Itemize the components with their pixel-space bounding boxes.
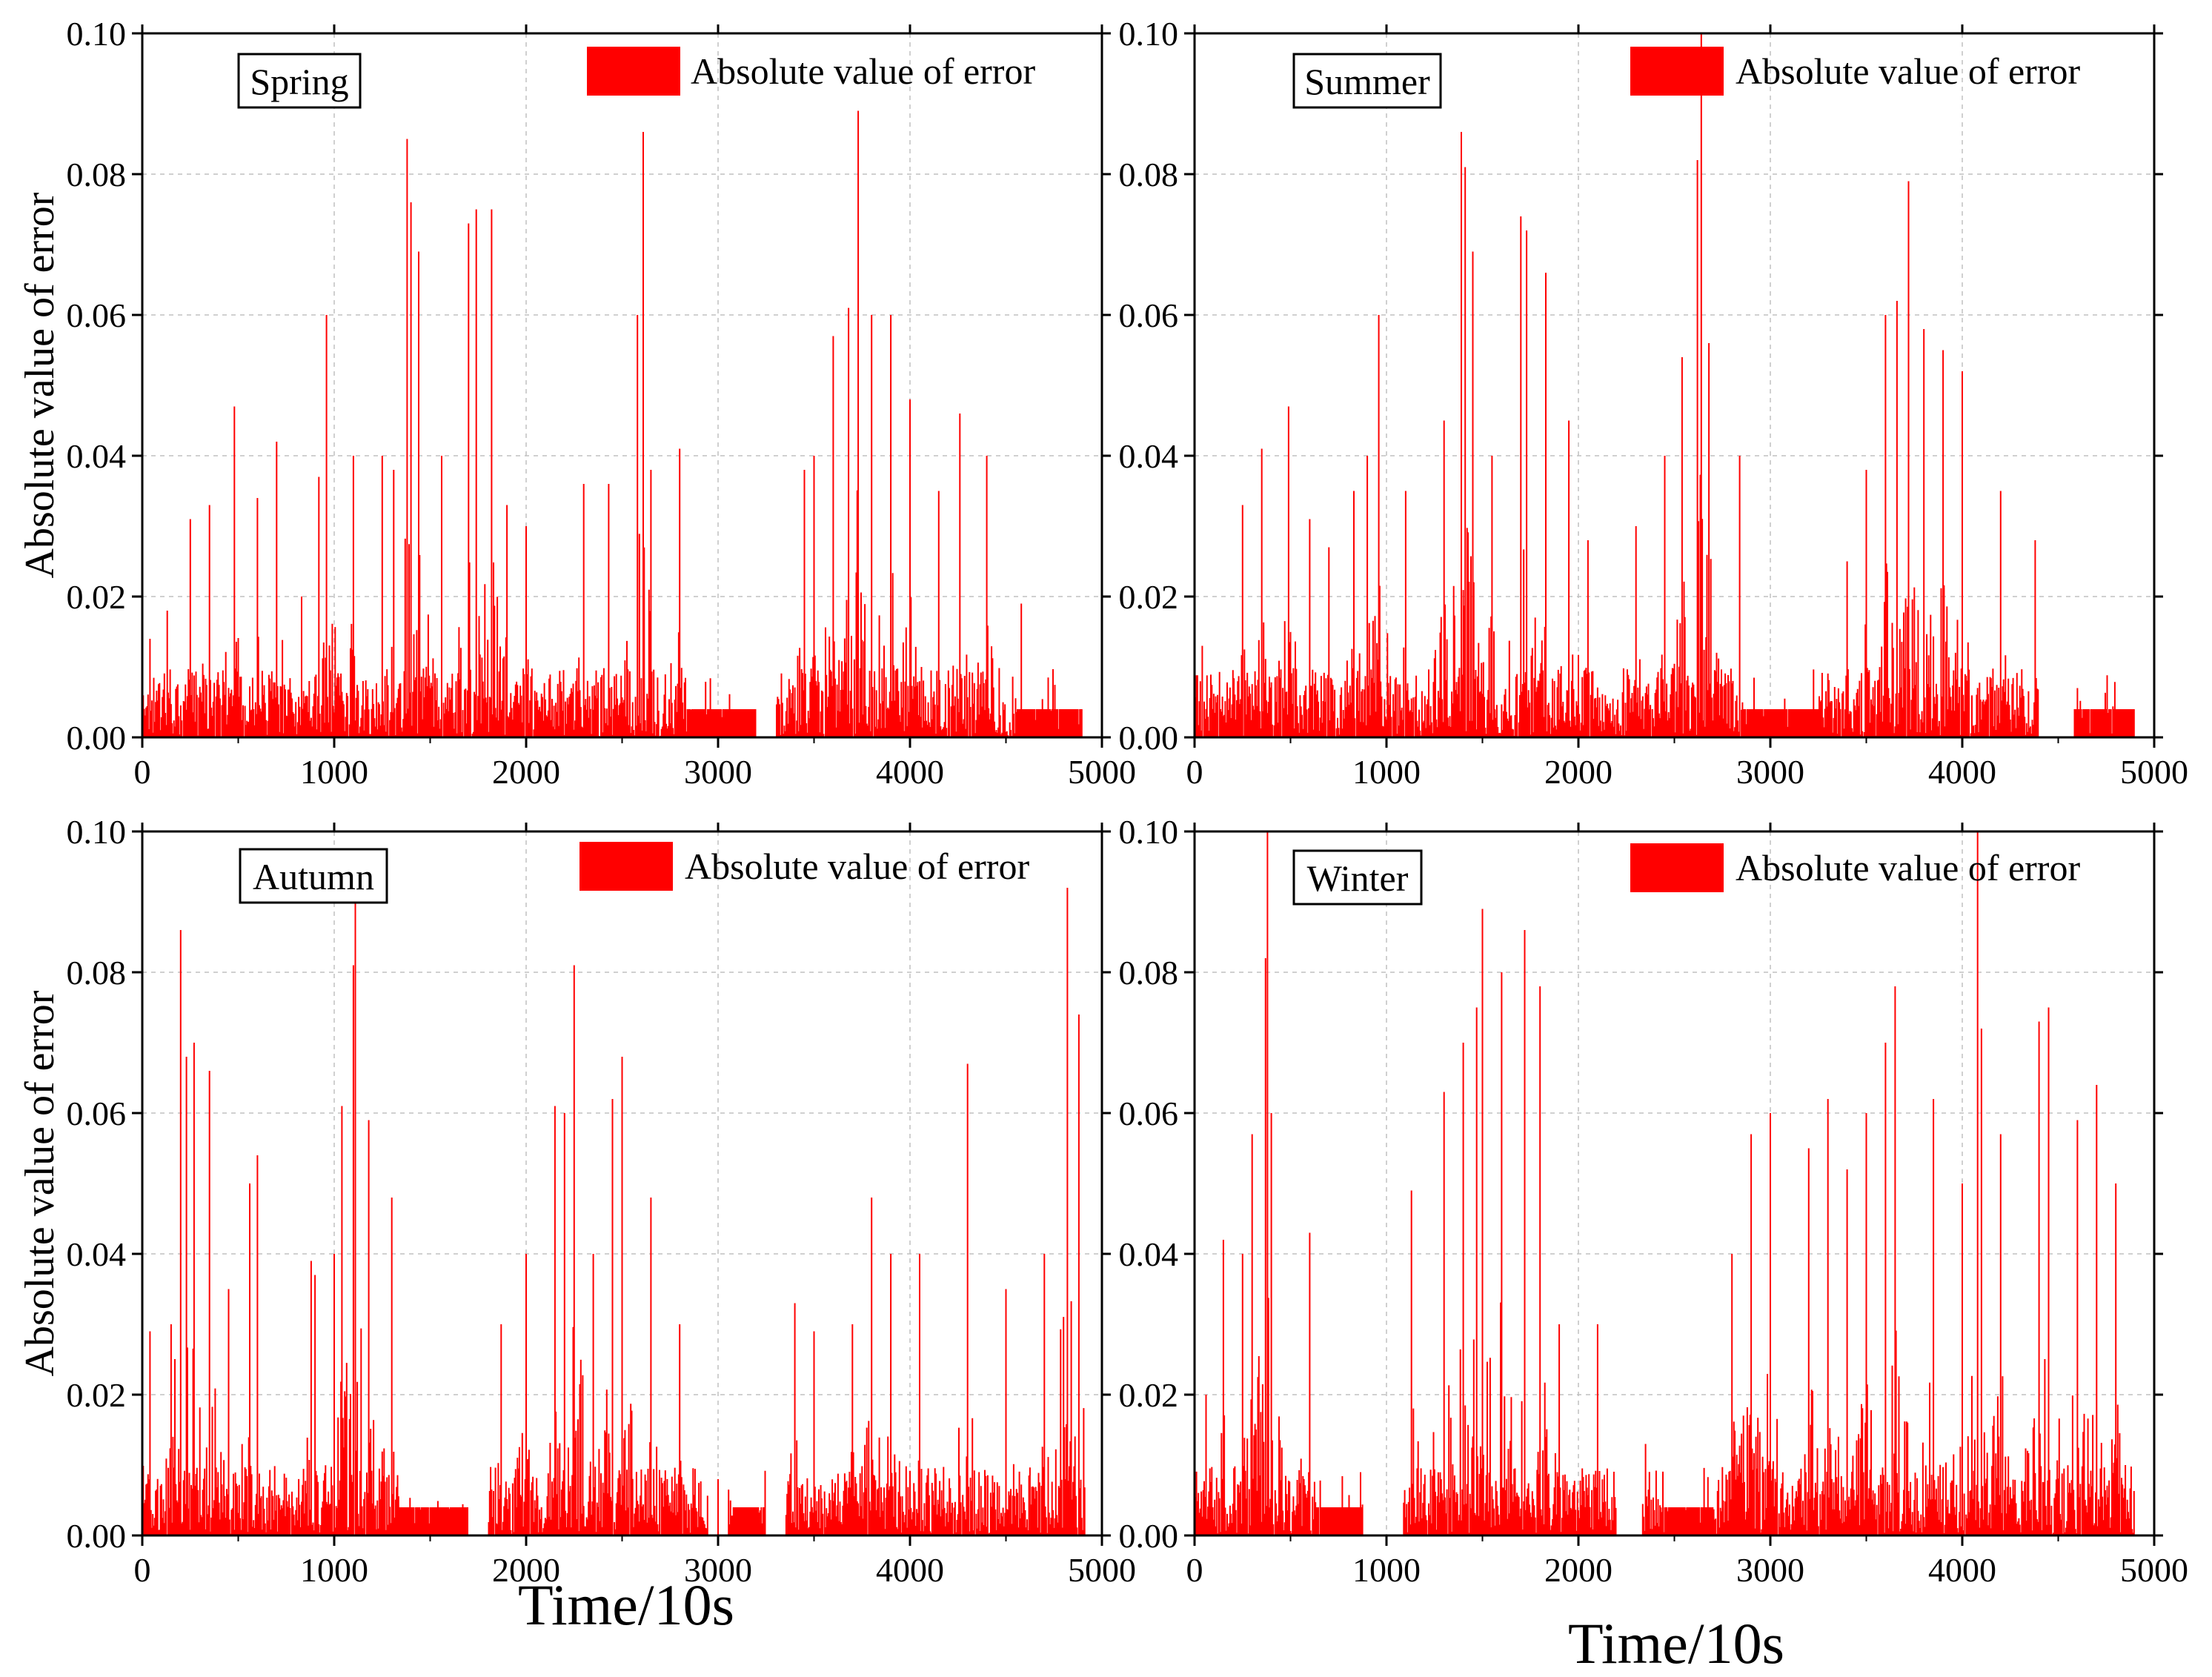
plot-frame bbox=[1193, 830, 2156, 1537]
ticks: 0 1000 2000 3000 4000 5000 0.00 0.02 0.04 0.06 0.0… bbox=[67, 813, 1137, 1589]
x-axis-label-right: Time/10s bbox=[1568, 1611, 1784, 1676]
x-tick-label: 1000 bbox=[1352, 753, 1421, 791]
x-tick-label: 0 bbox=[1186, 1551, 1203, 1589]
y-tick-label: 0.02 bbox=[67, 578, 127, 616]
x-tick-label: 1000 bbox=[300, 1551, 368, 1589]
x-tick-label: 2000 bbox=[1544, 1551, 1612, 1589]
legend-label: Absolute value of error bbox=[691, 50, 1035, 92]
x-axis-label-left: Time/10s bbox=[518, 1573, 734, 1637]
y-tick-label: 0.10 bbox=[1119, 15, 1179, 53]
x-tick-label: 4000 bbox=[1928, 753, 1996, 791]
y-tick-label: 0.08 bbox=[1119, 954, 1179, 992]
x-tick-label: 3000 bbox=[684, 1551, 752, 1589]
legend-label: Absolute value of error bbox=[1736, 847, 2080, 889]
legend: Absolute value of error bbox=[1630, 843, 2080, 892]
grid bbox=[142, 831, 1102, 1535]
bars bbox=[1194, 33, 2135, 737]
error-bars bbox=[1194, 831, 2135, 1535]
x-tick-label: 3000 bbox=[1736, 753, 1804, 791]
x-tick-label: 4000 bbox=[876, 753, 944, 791]
y-axis-label-spring: Absolute value of error bbox=[17, 192, 63, 578]
x-tick-label: 2000 bbox=[492, 753, 560, 791]
season-box: Autumn bbox=[239, 848, 388, 904]
y-tick-label: 0.04 bbox=[67, 1235, 127, 1273]
panel-summer: 0 1000 2000 3000 4000 5000 0.00 0.02 0.04 0.06 0.0… bbox=[1119, 15, 2189, 791]
x-tick-label: 3000 bbox=[684, 753, 752, 791]
y-tick-label: 0.02 bbox=[67, 1376, 127, 1414]
y-tick-label: 0.04 bbox=[67, 437, 127, 475]
legend: Absolute value of error bbox=[587, 47, 1035, 96]
panel-autumn: 0 1000 2000 3000 4000 5000 0.00 0.02 0.04 0.06 0.0… bbox=[67, 813, 1137, 1589]
x-tick-label: 5000 bbox=[1068, 1551, 1136, 1589]
legend-label: Absolute value of error bbox=[1736, 50, 2080, 92]
y-tick-label: 0.10 bbox=[67, 15, 127, 53]
y-tick-label: 0.08 bbox=[67, 156, 127, 193]
y-tick-label: 0.06 bbox=[67, 296, 127, 334]
season-label: Summer bbox=[1304, 61, 1430, 102]
season-box: Summer bbox=[1292, 53, 1442, 109]
x-tick-label: 3000 bbox=[1736, 1551, 1804, 1589]
y-axis-label-autumn: Absolute value of error bbox=[17, 990, 63, 1376]
y-tick-label: 0.00 bbox=[67, 1517, 127, 1555]
y-tick-label: 0.06 bbox=[1119, 1095, 1179, 1132]
plot-frame bbox=[141, 32, 1103, 739]
season-box: Spring bbox=[237, 53, 362, 109]
grid bbox=[142, 33, 1102, 737]
x-tick-label: 2000 bbox=[492, 1551, 560, 1589]
y-tick-label: 0.08 bbox=[67, 954, 127, 992]
error-bars bbox=[142, 110, 1083, 737]
x-tick-label: 4000 bbox=[876, 1551, 944, 1589]
y-tick-label: 0.02 bbox=[1119, 578, 1179, 616]
y-tick-label: 0.10 bbox=[67, 813, 127, 851]
x-tick-label: 1000 bbox=[1352, 1551, 1421, 1589]
x-tick-label: 5000 bbox=[1068, 753, 1136, 791]
y-tick-label: 0.00 bbox=[1119, 1517, 1179, 1555]
grid bbox=[1195, 33, 2154, 737]
y-tick-label: 0.00 bbox=[67, 719, 127, 757]
ticks: 0 1000 2000 3000 4000 5000 0.00 0.02 0.04 0.06 0.0… bbox=[1119, 15, 2189, 791]
grid bbox=[1195, 831, 2154, 1535]
plot-frame bbox=[1193, 32, 2156, 739]
y-tick-label: 0.10 bbox=[1119, 813, 1179, 851]
y-tick-label: 0.06 bbox=[67, 1095, 127, 1132]
x-tick-label: 5000 bbox=[2120, 1551, 2188, 1589]
x-tick-label: 2000 bbox=[1544, 753, 1612, 791]
season-label: Spring bbox=[250, 61, 348, 102]
x-tick-label: 4000 bbox=[1928, 1551, 1996, 1589]
legend-swatch bbox=[579, 842, 673, 891]
y-tick-label: 0.04 bbox=[1119, 437, 1179, 475]
bars bbox=[142, 888, 1086, 1535]
error-bars bbox=[1194, 33, 2135, 737]
bars bbox=[142, 110, 1083, 737]
y-tick-label: 0.08 bbox=[1119, 156, 1179, 193]
x-tick-label: 0 bbox=[1186, 753, 1203, 791]
x-tick-label: 5000 bbox=[2120, 753, 2188, 791]
legend: Absolute value of error bbox=[1630, 47, 2080, 96]
legend-label: Absolute value of error bbox=[685, 846, 1029, 887]
ticks: 0 1000 2000 3000 4000 5000 0.00 0.02 0.04 0.06 0.0… bbox=[67, 15, 1137, 791]
x-tick-label: 1000 bbox=[300, 753, 368, 791]
bars bbox=[1194, 831, 2135, 1535]
x-tick-label: 0 bbox=[134, 1551, 151, 1589]
ticks: 0 1000 2000 3000 4000 5000 0.00 0.02 0.04 0.06 0.0… bbox=[1119, 813, 2189, 1589]
season-label: Autumn bbox=[253, 856, 374, 897]
y-tick-label: 0.06 bbox=[1119, 296, 1179, 334]
panel-spring: 0 1000 2000 3000 4000 5000 0.00 0.02 0.04 0.06 0.0… bbox=[67, 15, 1137, 791]
panel-winter: 0 1000 2000 3000 4000 5000 0.00 0.02 0.04 0.06 0.0… bbox=[1119, 813, 2189, 1589]
legend-swatch bbox=[1630, 843, 1724, 892]
legend-swatch bbox=[1630, 47, 1724, 96]
season-label: Winter bbox=[1307, 857, 1409, 899]
y-tick-label: 0.02 bbox=[1119, 1376, 1179, 1414]
y-tick-label: 0.04 bbox=[1119, 1235, 1179, 1273]
legend-swatch bbox=[587, 47, 680, 96]
error-bars bbox=[142, 888, 1086, 1535]
x-tick-label: 0 bbox=[134, 753, 151, 791]
season-box: Winter bbox=[1292, 849, 1423, 906]
y-tick-label: 0.00 bbox=[1119, 719, 1179, 757]
legend: Absolute value of error bbox=[579, 842, 1029, 891]
